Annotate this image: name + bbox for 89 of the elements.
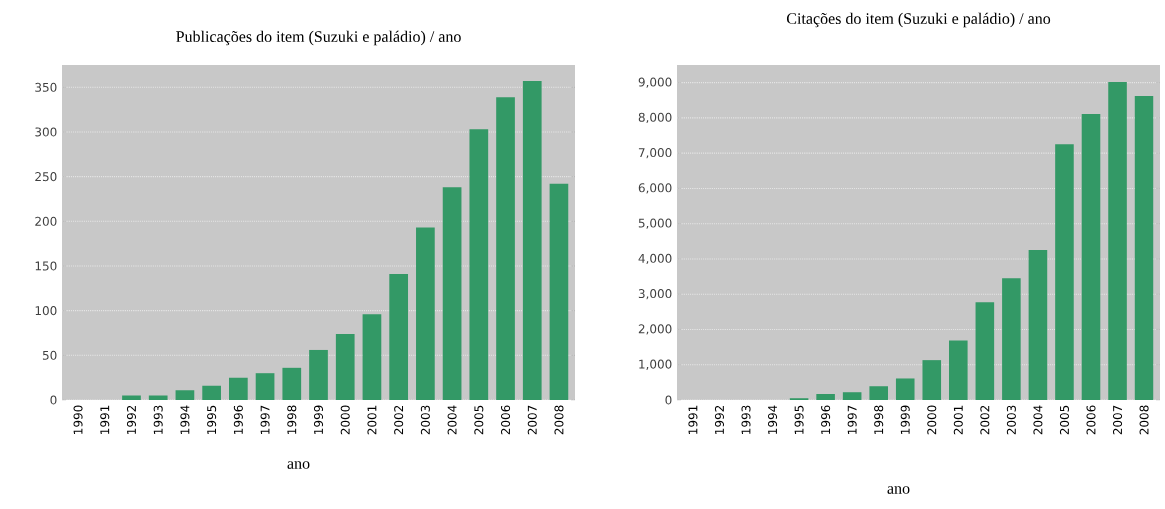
bar xyxy=(389,274,409,400)
x-tick-label: 1998 xyxy=(874,405,884,434)
y-tick-label: 2,000 xyxy=(638,324,672,335)
y-tick-label: 250 xyxy=(35,172,57,182)
bar xyxy=(496,97,515,400)
x-axis-title: ano xyxy=(887,486,910,494)
bar xyxy=(1002,278,1021,400)
y-tick-label: 3,000 xyxy=(638,289,672,300)
x-tick-label: 2003 xyxy=(420,405,430,435)
x-tick-label: 2005 xyxy=(1059,405,1069,435)
bar xyxy=(202,385,221,400)
bar xyxy=(522,81,542,400)
y-tick-label: 0 xyxy=(50,395,57,405)
bar xyxy=(895,378,915,400)
x-tick-label: 2000 xyxy=(340,405,350,435)
bar xyxy=(1081,114,1101,400)
x-tick-label: 1996 xyxy=(233,405,243,434)
x-tick-label: 1999 xyxy=(900,405,910,434)
x-tick-label: 1991 xyxy=(688,405,698,434)
bar xyxy=(148,395,168,400)
bar xyxy=(922,360,942,400)
chart-title: Citações do item (Suzuki e paládio) / ano xyxy=(786,12,1051,28)
x-tick-label: 2002 xyxy=(394,405,404,435)
x-tick-label: 1997 xyxy=(847,405,857,434)
x-tick-label: 2008 xyxy=(1139,405,1149,435)
x-tick-label: 2008 xyxy=(554,405,564,435)
y-tick-label: 8,000 xyxy=(638,112,672,124)
x-tick-label: 1990 xyxy=(73,405,83,434)
bar xyxy=(175,390,195,400)
x-tick-label: 2004 xyxy=(447,405,457,435)
y-tick-label: 350 xyxy=(35,82,57,92)
y-tick-label: 6,000 xyxy=(638,183,672,194)
y-tick-label: 150 xyxy=(35,261,57,271)
bar xyxy=(1108,81,1127,400)
bar xyxy=(869,386,888,400)
bar xyxy=(335,333,355,400)
x-tick-label: 2006 xyxy=(1086,405,1096,435)
bar xyxy=(122,395,141,400)
bar xyxy=(442,187,462,400)
bar xyxy=(255,373,275,400)
bar xyxy=(1134,96,1154,400)
x-tick-label: 1999 xyxy=(313,405,324,434)
bar xyxy=(1055,144,1074,400)
x-tick-label: 2007 xyxy=(1113,405,1123,435)
x-tick-label: 2002 xyxy=(980,405,990,435)
bar xyxy=(229,377,248,400)
x-tick-label: 2004 xyxy=(1033,405,1043,435)
bar xyxy=(416,227,435,400)
y-tick-label: 4,000 xyxy=(638,253,672,265)
x-tick-label: 1997 xyxy=(260,405,270,434)
chart-title: Publicações do item (Suzuki e paládio) / ano xyxy=(176,30,461,46)
x-tick-label: 1992 xyxy=(714,405,724,434)
y-tick-label: 1,000 xyxy=(639,359,672,370)
x-tick-label: 2001 xyxy=(367,405,377,435)
x-tick-label: 2001 xyxy=(953,405,963,435)
y-tick-label: 5,000 xyxy=(638,218,672,229)
bar xyxy=(309,349,328,400)
x-tick-label: 2007 xyxy=(527,405,537,435)
bar xyxy=(842,392,862,400)
x-tick-label: 1994 xyxy=(180,405,190,434)
y-tick-label: 300 xyxy=(35,127,57,137)
bar xyxy=(816,393,835,400)
y-tick-label: 9,000 xyxy=(638,77,672,88)
x-tick-label: 1996 xyxy=(821,405,831,434)
x-tick-label: 2005 xyxy=(474,405,484,435)
x-tick-label: 1992 xyxy=(126,405,137,434)
bar xyxy=(362,314,382,400)
x-tick-label: 1993 xyxy=(153,405,163,434)
bar xyxy=(282,367,302,400)
x-tick-label: 1991 xyxy=(100,405,110,434)
x-tick-label: 1994 xyxy=(768,405,778,434)
y-tick-label: 0 xyxy=(665,395,672,405)
y-tick-label: 200 xyxy=(35,216,57,226)
y-tick-label: 50 xyxy=(42,350,57,360)
x-tick-label: 1993 xyxy=(741,405,751,434)
x-axis-title: ano xyxy=(287,461,310,469)
bar xyxy=(949,340,968,400)
x-tick-label: 2000 xyxy=(927,405,937,435)
x-tick-label: 1998 xyxy=(287,405,297,434)
bar xyxy=(1028,250,1048,400)
x-tick-label: 1995 xyxy=(207,405,217,434)
x-tick-label: 2006 xyxy=(501,405,511,435)
y-tick-label: 7,000 xyxy=(638,148,672,159)
y-tick-label: 100 xyxy=(35,306,57,316)
x-tick-label: 1995 xyxy=(794,405,804,434)
bar xyxy=(549,183,569,400)
x-tick-label: 2003 xyxy=(1006,405,1016,435)
bar xyxy=(975,302,995,400)
bar xyxy=(469,129,489,400)
